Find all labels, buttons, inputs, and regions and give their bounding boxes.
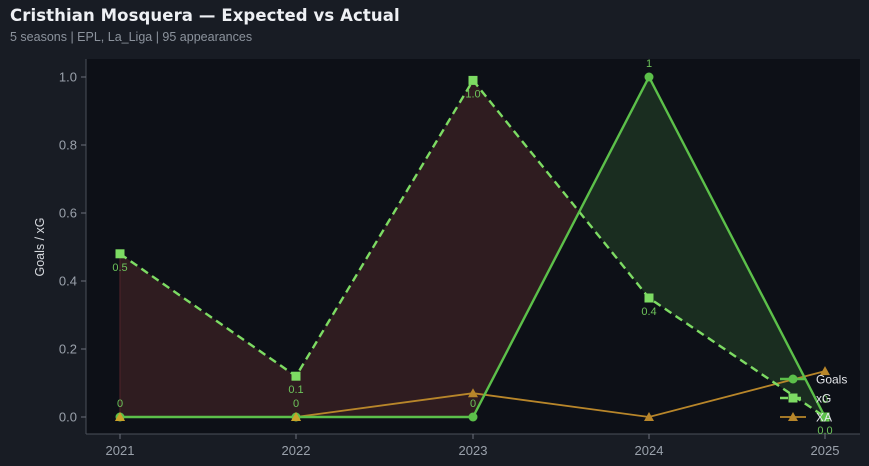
goals-value-label: 0 xyxy=(293,398,299,410)
y-tick-label: 0.2 xyxy=(59,342,77,357)
y-tick-label: 0.8 xyxy=(59,138,77,153)
xa-marker xyxy=(115,412,125,421)
goals-marker xyxy=(644,72,654,82)
goals-value-label: 0 xyxy=(470,398,476,410)
x-tick-label: 2021 xyxy=(106,443,135,458)
legend-xa-icon xyxy=(788,412,798,421)
xg-value-label: 0.5 xyxy=(112,262,127,274)
y-tick-label: 1.0 xyxy=(59,70,77,85)
x-axis-ticks: 2021 2022 2023 2024 2025 xyxy=(106,434,840,458)
legend-label: Goals xyxy=(816,373,847,387)
goals-value-label: 0 xyxy=(117,398,123,410)
legend-xg-icon xyxy=(788,393,798,403)
y-tick-label: 0.0 xyxy=(59,410,77,425)
x-tick-label: 2025 xyxy=(811,443,840,458)
goals-marker xyxy=(820,412,830,422)
xg-marker xyxy=(291,371,301,381)
goals-marker xyxy=(468,412,478,422)
y-tick-label: 0.4 xyxy=(59,274,77,289)
xg-value-label: 0.0 xyxy=(817,425,832,437)
fill-region xyxy=(579,77,649,298)
legend-label: XA xyxy=(816,411,832,425)
data-labels: 0 0 0 1 0 0.5 0.1 1.0 0.4 0.0 xyxy=(112,58,832,437)
xg-value-label: 1.0 xyxy=(465,88,480,100)
legend: Goals xG XA xyxy=(780,373,847,425)
xg-marker xyxy=(468,75,478,85)
y-axis-ticks: 0.0 0.2 0.4 0.6 0.8 1.0 xyxy=(59,70,86,425)
y-tick-label: 0.6 xyxy=(59,206,77,221)
xg-value-label: 0.1 xyxy=(288,384,303,396)
x-tick-label: 2023 xyxy=(459,443,488,458)
x-tick-label: 2024 xyxy=(635,443,664,458)
xa-marker xyxy=(291,412,301,421)
series-lines xyxy=(115,72,830,422)
xa-marker xyxy=(820,366,830,376)
xa-marker xyxy=(468,388,478,398)
xa-marker xyxy=(644,412,654,421)
goals-value-label: 0 xyxy=(822,394,828,406)
goals-value-label: 1 xyxy=(646,58,652,70)
chart-title: Cristhian Mosquera — Expected vs Actual xyxy=(10,6,400,25)
xg-marker xyxy=(115,249,125,259)
legend-label: xG xyxy=(816,392,831,406)
legend-goals-icon xyxy=(788,374,798,384)
fill-region xyxy=(120,253,296,417)
y-axis-label: Goals / xG xyxy=(33,217,47,276)
fill-region xyxy=(473,80,580,418)
fill-region xyxy=(296,80,473,418)
x-tick-label: 2022 xyxy=(282,443,311,458)
xg-value-label: 0.4 xyxy=(641,306,656,318)
chart-subtitle: 5 seasons | EPL, La_Liga | 95 appearance… xyxy=(10,30,253,44)
xg-marker xyxy=(644,293,654,303)
